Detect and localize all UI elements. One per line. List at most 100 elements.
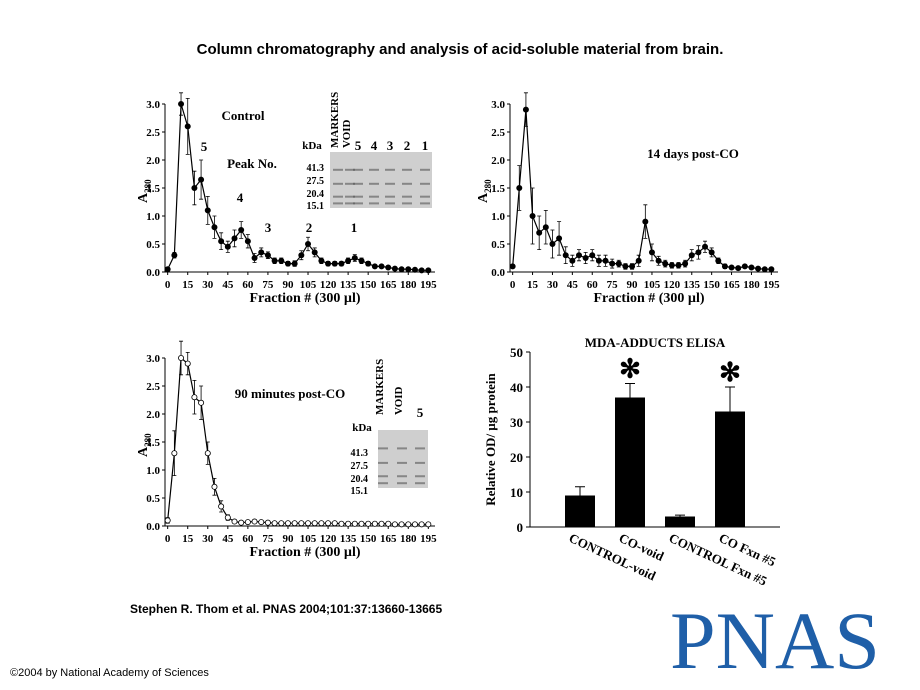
- data-point: [371, 263, 378, 270]
- gel-band: [415, 482, 425, 485]
- data-point: [198, 399, 205, 406]
- y-tick-label: 0: [517, 520, 524, 535]
- x-tick-label: 0: [165, 279, 171, 291]
- gel-band: [378, 482, 388, 485]
- data-point: [556, 235, 563, 242]
- citation: Stephen R. Thom et al. PNAS 2004;101:37:…: [130, 602, 442, 616]
- data-point: [284, 520, 291, 527]
- gel-band: [402, 182, 412, 185]
- data-point: [569, 257, 576, 264]
- gel-lane-label: 5: [355, 138, 362, 153]
- data-point: [351, 520, 358, 527]
- gel-image: [330, 152, 432, 208]
- data-point: [298, 520, 305, 527]
- y-tick-label: 0.0: [146, 521, 160, 533]
- y-axis-label: A280: [136, 433, 153, 457]
- x-tick-label: 150: [360, 533, 377, 545]
- data-point: [582, 254, 589, 261]
- gel-band: [385, 182, 395, 185]
- data-point: [655, 257, 662, 264]
- gel-marker-label: 15.1: [351, 486, 369, 497]
- gel-marker-label: 41.3: [307, 163, 325, 174]
- data-point: [224, 514, 231, 521]
- data-point: [682, 260, 689, 267]
- data-point: [708, 249, 715, 256]
- data-point: [398, 266, 405, 273]
- data-point: [378, 520, 385, 527]
- error-bar: [575, 486, 585, 496]
- data-point: [271, 520, 278, 527]
- y-axis-label-sub: 280: [483, 179, 493, 193]
- data-point: [702, 243, 709, 250]
- y-axis-label-sub: 280: [143, 179, 153, 193]
- y-tick-label: 0.0: [146, 267, 160, 279]
- data-point: [244, 519, 251, 526]
- data-point: [648, 249, 655, 256]
- gel-band: [402, 195, 412, 198]
- data-point: [191, 394, 198, 401]
- gel-lane-label: MARKERS: [329, 92, 341, 148]
- x-axis-label: Fraction # (300 µl): [593, 291, 704, 306]
- x-tick-label: 195: [763, 279, 780, 291]
- gel-marker-label: 27.5: [351, 461, 369, 472]
- series-line: [167, 356, 429, 525]
- data-point: [728, 264, 735, 271]
- data-point: [358, 520, 365, 527]
- data-point: [418, 521, 425, 528]
- x-tick-label: 120: [320, 533, 337, 545]
- gel-band: [415, 475, 425, 478]
- data-point: [284, 260, 291, 267]
- data-point: [305, 520, 312, 527]
- gel-marker-label: 41.3: [351, 448, 369, 459]
- y-tick-label: 0.5: [491, 239, 505, 251]
- gel-band: [345, 195, 355, 198]
- chart-title: MDA-ADDUCTS ELISA: [585, 335, 726, 350]
- data-point: [385, 520, 392, 527]
- data-point: [171, 450, 178, 457]
- data-point: [171, 252, 178, 259]
- data-point: [542, 224, 549, 231]
- x-tick-label: 165: [723, 279, 740, 291]
- gel-band: [353, 195, 363, 198]
- data-point: [251, 254, 258, 261]
- data-point: [191, 184, 198, 191]
- annotation: 90 minutes post-CO: [235, 386, 346, 401]
- gel-lane-label: 5: [417, 405, 424, 420]
- y-tick-label: 0.5: [146, 239, 160, 251]
- data-point: [405, 266, 412, 273]
- y-tick-label: 1.5: [146, 183, 160, 195]
- data-point: [271, 257, 278, 264]
- gel-band: [353, 202, 363, 205]
- bar: [715, 411, 745, 527]
- x-tick-label: 60: [587, 279, 599, 291]
- data-point: [211, 483, 218, 490]
- error-bar: [675, 514, 685, 517]
- x-tick-label: 150: [360, 279, 377, 291]
- data-point: [602, 257, 609, 264]
- data-point: [715, 257, 722, 264]
- gel-band: [420, 195, 430, 198]
- gel-lane-label: 3: [387, 138, 394, 153]
- x-tick-label: 195: [420, 279, 437, 291]
- data-point: [211, 224, 218, 231]
- data-point: [264, 519, 271, 526]
- x-axis-label: Fraction # (300 µl): [249, 545, 360, 560]
- x-tick-label: 75: [607, 279, 619, 291]
- significance-marker: ✻: [619, 355, 641, 384]
- gel-band: [397, 461, 407, 464]
- gel-band: [333, 195, 343, 198]
- x-tick-label: 165: [380, 533, 397, 545]
- data-point: [509, 263, 516, 270]
- annotation: 5: [201, 139, 208, 154]
- data-point: [178, 354, 185, 361]
- data-point: [178, 101, 185, 108]
- x-tick-label: 135: [340, 279, 357, 291]
- x-tick-label: 150: [703, 279, 720, 291]
- y-tick-label: 3.0: [491, 99, 505, 111]
- y-tick-label: 1.0: [491, 211, 505, 223]
- y-tick-label: 1.5: [491, 183, 505, 195]
- gel-band: [385, 195, 395, 198]
- data-point: [305, 240, 312, 247]
- annotation: 3: [265, 220, 272, 235]
